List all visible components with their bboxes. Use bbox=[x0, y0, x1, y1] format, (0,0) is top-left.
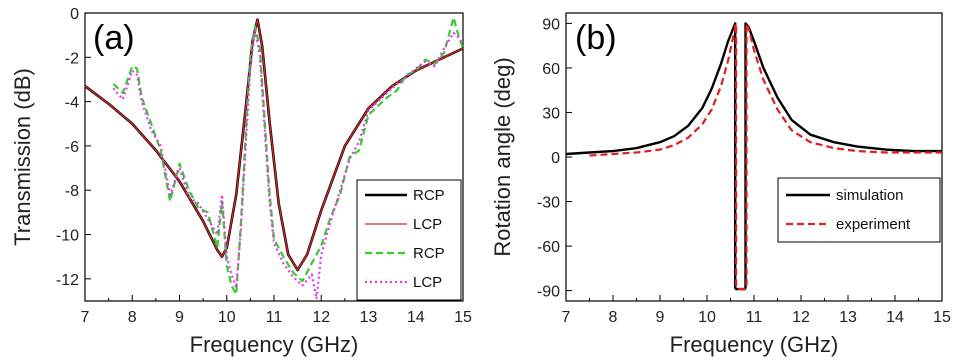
chart-rotation-angle: 7 8 9 10 11 12 13 14 15 90 60 30 0 -30 -60 -90 (b) Fre… bbox=[490, 12, 951, 357]
x-tick-label: 13 bbox=[839, 309, 857, 326]
x-tick-label: 9 bbox=[175, 309, 184, 326]
y-tick-label: -8 bbox=[65, 183, 79, 200]
y-tick-label: -2 bbox=[65, 50, 79, 67]
x-tick-label: 9 bbox=[656, 309, 665, 326]
x-tick-label: 13 bbox=[360, 309, 378, 326]
series-line-simulation bbox=[566, 22, 942, 291]
y-axis-label: Transmission (dB) bbox=[10, 68, 35, 246]
y-tick-label: -60 bbox=[537, 239, 560, 256]
legend-label: RCP bbox=[413, 187, 445, 204]
legend-label: LCP bbox=[413, 274, 442, 291]
series-line-lcp bbox=[112, 29, 463, 300]
y-axis-label: Rotation angle (deg) bbox=[490, 57, 515, 256]
series-line-experiment bbox=[589, 22, 942, 291]
legend-label: simulation bbox=[836, 187, 904, 204]
x-tick-label: 10 bbox=[218, 309, 236, 326]
y-tick-label: -90 bbox=[537, 284, 560, 301]
legend-entries: simulation experiment bbox=[786, 187, 911, 233]
y-axis: 0 -2 -4 -6 -8 -10 -12 bbox=[56, 6, 91, 289]
x-tick-label: 15 bbox=[933, 309, 951, 326]
y-tick-label: 90 bbox=[542, 16, 560, 33]
plot-area bbox=[85, 16, 463, 300]
y-axis: 90 60 30 0 -30 -60 -90 bbox=[537, 16, 572, 301]
series-line-lcp bbox=[85, 18, 463, 271]
panel-label: (a) bbox=[93, 19, 135, 57]
x-axis-label: Frequency (GHz) bbox=[670, 332, 839, 357]
legend-entries: RCP LCP RCP LCP bbox=[365, 187, 445, 291]
series-line-rcp bbox=[112, 16, 463, 296]
panel-label: (b) bbox=[575, 19, 617, 57]
series-group bbox=[566, 22, 942, 291]
y-tick-label: 0 bbox=[70, 6, 79, 23]
x-tick-label: 10 bbox=[698, 309, 716, 326]
legend-label: experiment bbox=[836, 216, 911, 233]
x-tick-label: 11 bbox=[266, 309, 283, 326]
y-tick-label: -12 bbox=[56, 272, 79, 289]
plot-area bbox=[566, 22, 942, 291]
plot-frame bbox=[565, 12, 943, 302]
x-tick-label: 11 bbox=[746, 309, 763, 326]
legend: RCP LCP RCP LCP bbox=[356, 179, 462, 301]
x-tick-label: 12 bbox=[792, 309, 810, 326]
legend-label: LCP bbox=[413, 216, 442, 233]
y-tick-label: 0 bbox=[551, 150, 560, 167]
y-tick-label: -10 bbox=[56, 228, 79, 245]
x-axis-label: Frequency (GHz) bbox=[190, 332, 359, 357]
y-tick-label: -30 bbox=[537, 195, 560, 212]
y-tick-label: 30 bbox=[542, 105, 560, 122]
y-tick-label: -4 bbox=[65, 95, 79, 112]
x-tick-label: 8 bbox=[128, 309, 137, 326]
x-tick-label: 14 bbox=[407, 309, 425, 326]
x-tick-label: 8 bbox=[609, 309, 618, 326]
y-tick-label: -6 bbox=[65, 139, 79, 156]
series-group bbox=[85, 16, 463, 300]
y-tick-label: 60 bbox=[542, 61, 560, 78]
legend-box bbox=[777, 177, 941, 243]
legend-box bbox=[356, 179, 462, 301]
x-tick-label: 15 bbox=[454, 309, 472, 326]
legend: simulation experiment bbox=[777, 177, 941, 243]
chart-transmission: 7 8 9 10 11 12 13 14 15 0 -2 -4 -6 -8 -10 -12 (a) Freq… bbox=[10, 6, 472, 357]
x-tick-label: 7 bbox=[562, 309, 571, 326]
x-tick-label: 7 bbox=[81, 309, 90, 326]
x-axis: 7 8 9 10 11 12 13 14 15 bbox=[562, 295, 951, 326]
x-tick-label: 14 bbox=[886, 309, 904, 326]
legend-label: RCP bbox=[413, 245, 445, 262]
x-tick-label: 12 bbox=[312, 309, 330, 326]
